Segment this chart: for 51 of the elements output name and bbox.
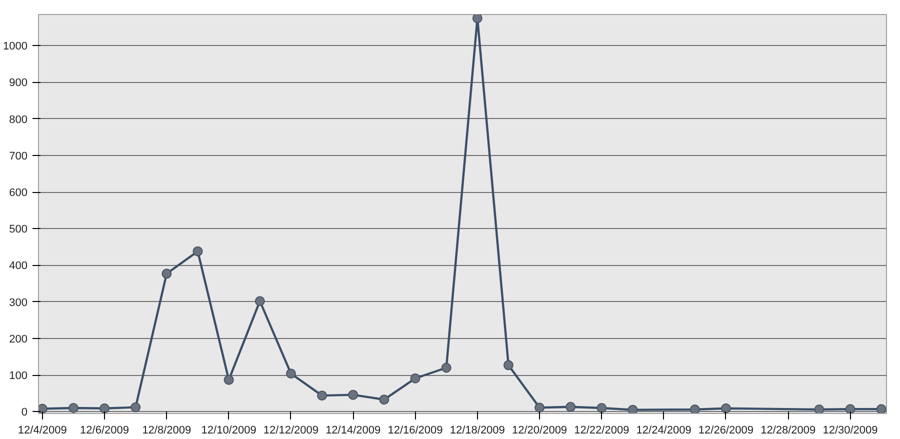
point bbox=[68, 403, 78, 413]
point bbox=[534, 402, 545, 413]
x-tick-label: 12/10/2009 bbox=[201, 424, 256, 436]
point bbox=[410, 373, 420, 384]
point bbox=[286, 368, 296, 379]
point bbox=[690, 404, 700, 414]
point bbox=[224, 374, 234, 385]
point bbox=[348, 390, 358, 400]
x-tick-label: 12/28/2009 bbox=[760, 424, 816, 436]
y-tick-label: 500 bbox=[9, 224, 28, 236]
x-tick-label: 12/22/2009 bbox=[574, 424, 630, 436]
point bbox=[566, 402, 576, 412]
x-tick-label: 12/18/2009 bbox=[450, 424, 505, 436]
point bbox=[379, 394, 390, 405]
y-tick-label: 600 bbox=[9, 187, 28, 200]
point bbox=[254, 296, 265, 306]
y-tick-label: 400 bbox=[9, 260, 28, 272]
y-tick-label: 700 bbox=[9, 150, 28, 162]
point bbox=[814, 404, 824, 414]
x-tick-label: 12/14/2009 bbox=[326, 424, 381, 436]
point bbox=[441, 362, 452, 373]
point bbox=[472, 14, 482, 24]
point bbox=[503, 360, 514, 370]
point bbox=[876, 404, 886, 414]
x-tick-label: 12/6/2009 bbox=[80, 424, 129, 436]
y-tick-label: 100 bbox=[9, 370, 28, 382]
point bbox=[317, 390, 328, 401]
point bbox=[162, 268, 172, 279]
x-tick-label: 12/4/2009 bbox=[18, 424, 67, 436]
point bbox=[100, 403, 110, 414]
x-tick-label: 12/8/2009 bbox=[142, 424, 192, 436]
x-tick-label: 12/30/2009 bbox=[822, 424, 878, 436]
y-tick-label: 800 bbox=[9, 114, 28, 126]
y-tick-label: 900 bbox=[9, 77, 28, 90]
x-tick-label: 12/24/2009 bbox=[636, 424, 692, 436]
y-tick-label: 1000 bbox=[3, 40, 28, 53]
point bbox=[628, 404, 638, 414]
point bbox=[720, 403, 731, 414]
x-tick-label: 12/12/2009 bbox=[263, 424, 318, 436]
point bbox=[130, 402, 141, 412]
y-tick-label: 300 bbox=[9, 296, 28, 309]
point bbox=[845, 404, 856, 414]
x-tick-label: 12/16/2009 bbox=[388, 424, 443, 436]
x-tick-label: 12/26/2009 bbox=[698, 424, 754, 436]
point bbox=[38, 404, 48, 414]
point bbox=[192, 246, 203, 256]
x-tick-label: 12/20/2009 bbox=[512, 424, 568, 436]
y-tick-label: 0 bbox=[21, 406, 28, 419]
line-series bbox=[38, 14, 886, 414]
y-tick-label: 200 bbox=[9, 333, 28, 346]
point bbox=[596, 403, 607, 413]
